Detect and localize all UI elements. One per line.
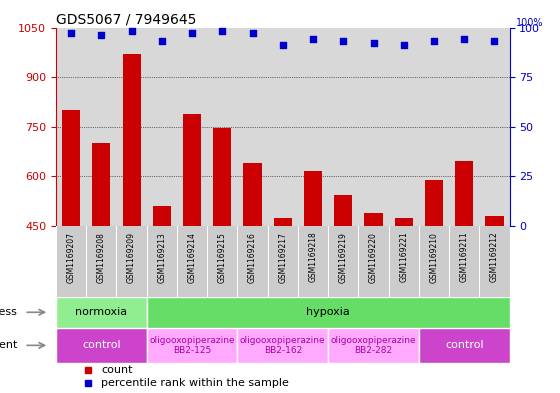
Text: GSM1169218: GSM1169218 <box>309 232 318 283</box>
Text: agent: agent <box>0 340 17 350</box>
Text: oligooxopiperazine
BB2-282: oligooxopiperazine BB2-282 <box>331 336 416 355</box>
Bar <box>213 129 231 226</box>
Bar <box>274 218 292 226</box>
Point <box>309 36 318 42</box>
Text: control: control <box>445 340 483 350</box>
Point <box>218 28 227 35</box>
Text: stress: stress <box>0 307 17 317</box>
Text: hypoxia: hypoxia <box>306 307 350 317</box>
Bar <box>153 206 171 226</box>
Point <box>127 28 136 35</box>
Bar <box>395 218 413 226</box>
Text: percentile rank within the sample: percentile rank within the sample <box>101 378 289 388</box>
Bar <box>328 328 419 363</box>
Text: GDS5067 / 7949645: GDS5067 / 7949645 <box>56 12 197 26</box>
Bar <box>147 297 510 328</box>
Bar <box>147 328 237 363</box>
Bar <box>62 110 80 226</box>
Bar <box>425 180 443 226</box>
Bar <box>486 216 503 226</box>
Text: GSM1169213: GSM1169213 <box>157 232 166 283</box>
Point <box>399 42 408 48</box>
Text: GSM1169217: GSM1169217 <box>278 232 287 283</box>
Text: 100%: 100% <box>516 18 544 28</box>
Text: GSM1169221: GSM1169221 <box>399 232 408 283</box>
Bar <box>183 114 201 226</box>
Text: GSM1169210: GSM1169210 <box>430 232 438 283</box>
Text: GSM1169207: GSM1169207 <box>67 232 76 283</box>
Point <box>188 30 197 37</box>
Point <box>490 38 499 44</box>
Bar <box>92 143 110 226</box>
Bar <box>244 163 262 226</box>
Bar <box>304 171 322 226</box>
Point <box>248 30 257 37</box>
Bar <box>455 162 473 226</box>
Bar <box>123 54 141 226</box>
Point <box>339 38 348 44</box>
Bar <box>56 297 147 328</box>
Text: GSM1169211: GSM1169211 <box>460 232 469 283</box>
Point <box>67 30 76 37</box>
Bar <box>365 213 382 226</box>
Point <box>430 38 438 44</box>
Point <box>278 42 287 48</box>
Text: GSM1169209: GSM1169209 <box>127 232 136 283</box>
Bar <box>237 328 328 363</box>
Bar <box>419 328 510 363</box>
Text: GSM1169219: GSM1169219 <box>339 232 348 283</box>
Point <box>369 40 378 46</box>
Text: GSM1169214: GSM1169214 <box>188 232 197 283</box>
Text: GSM1169212: GSM1169212 <box>490 232 499 283</box>
Text: count: count <box>101 365 133 375</box>
Text: normoxia: normoxia <box>75 307 128 317</box>
Text: oligooxopiperazine
BB2-162: oligooxopiperazine BB2-162 <box>240 336 325 355</box>
Text: control: control <box>82 340 120 350</box>
Point <box>460 36 469 42</box>
Point <box>97 32 106 39</box>
Text: GSM1169215: GSM1169215 <box>218 232 227 283</box>
Text: GSM1169216: GSM1169216 <box>248 232 257 283</box>
Text: GSM1169208: GSM1169208 <box>97 232 106 283</box>
Bar <box>56 328 147 363</box>
Point <box>157 38 166 44</box>
Bar <box>334 195 352 226</box>
Text: GSM1169220: GSM1169220 <box>369 232 378 283</box>
Text: oligooxopiperazine
BB2-125: oligooxopiperazine BB2-125 <box>150 336 235 355</box>
